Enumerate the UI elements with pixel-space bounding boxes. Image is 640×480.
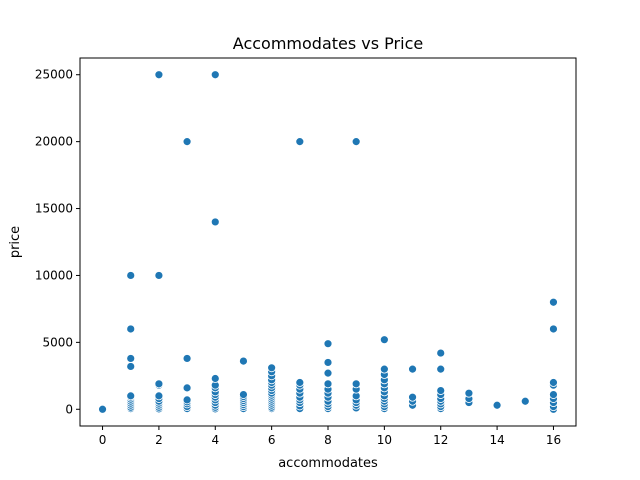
data-point — [239, 390, 248, 399]
data-point — [267, 363, 277, 373]
data-point — [126, 391, 136, 401]
data-point — [295, 137, 305, 147]
points-layer — [98, 70, 558, 414]
data-point — [182, 395, 192, 405]
x-axis-label: accommodates — [278, 456, 378, 471]
data-point — [351, 379, 361, 389]
data-point — [182, 354, 192, 363]
data-point — [182, 137, 192, 147]
data-point — [126, 362, 136, 371]
data-point — [549, 378, 558, 387]
data-point — [210, 374, 220, 383]
data-point — [323, 339, 333, 349]
chart-title: Accommodates vs Price — [233, 34, 423, 53]
x-tick-label: 2 — [155, 433, 163, 447]
data-point — [436, 386, 446, 395]
data-point — [323, 368, 333, 378]
data-point — [464, 388, 474, 398]
data-point — [295, 378, 305, 387]
data-point — [154, 391, 164, 401]
x-axis: 0 2 4 6 8 10 12 14 16 — [99, 426, 561, 447]
x-tick-label: 6 — [268, 433, 276, 447]
data-point — [379, 364, 389, 374]
x-tick-label: 12 — [433, 433, 448, 447]
y-tick-label: 0 — [65, 402, 73, 416]
y-axis-label: price — [8, 226, 23, 258]
x-tick-label: 10 — [377, 433, 392, 447]
data-point — [126, 271, 136, 280]
data-point — [210, 70, 220, 80]
data-point — [126, 354, 136, 363]
data-point — [323, 379, 333, 389]
data-point — [492, 400, 502, 410]
data-point — [436, 364, 446, 374]
y-tick-label: 10000 — [35, 268, 73, 282]
data-point — [351, 137, 361, 147]
data-point — [210, 217, 220, 227]
x-tick-label: 0 — [99, 433, 107, 447]
data-point — [154, 70, 164, 80]
data-point — [549, 297, 558, 307]
data-point — [154, 271, 164, 280]
data-point — [98, 404, 107, 414]
data-point — [239, 356, 248, 366]
x-tick-label: 8 — [324, 433, 332, 447]
data-point — [520, 396, 530, 406]
data-point — [379, 335, 389, 345]
y-tick-label: 25000 — [35, 68, 73, 82]
data-point — [549, 324, 558, 334]
y-tick-label: 20000 — [35, 135, 73, 149]
data-point — [549, 390, 558, 399]
data-point — [126, 324, 136, 334]
x-tick-label: 16 — [546, 433, 561, 447]
data-point — [182, 383, 192, 393]
data-point — [436, 348, 446, 358]
data-point — [408, 392, 417, 402]
y-axis: 0 5000 10000 15000 20000 25000 — [35, 68, 80, 416]
x-tick-label: 14 — [489, 433, 504, 447]
data-point — [323, 358, 333, 367]
y-tick-label: 5000 — [42, 335, 73, 349]
data-point — [154, 379, 164, 389]
y-tick-label: 15000 — [35, 202, 73, 216]
x-tick-label: 4 — [211, 433, 219, 447]
data-point — [408, 364, 417, 374]
